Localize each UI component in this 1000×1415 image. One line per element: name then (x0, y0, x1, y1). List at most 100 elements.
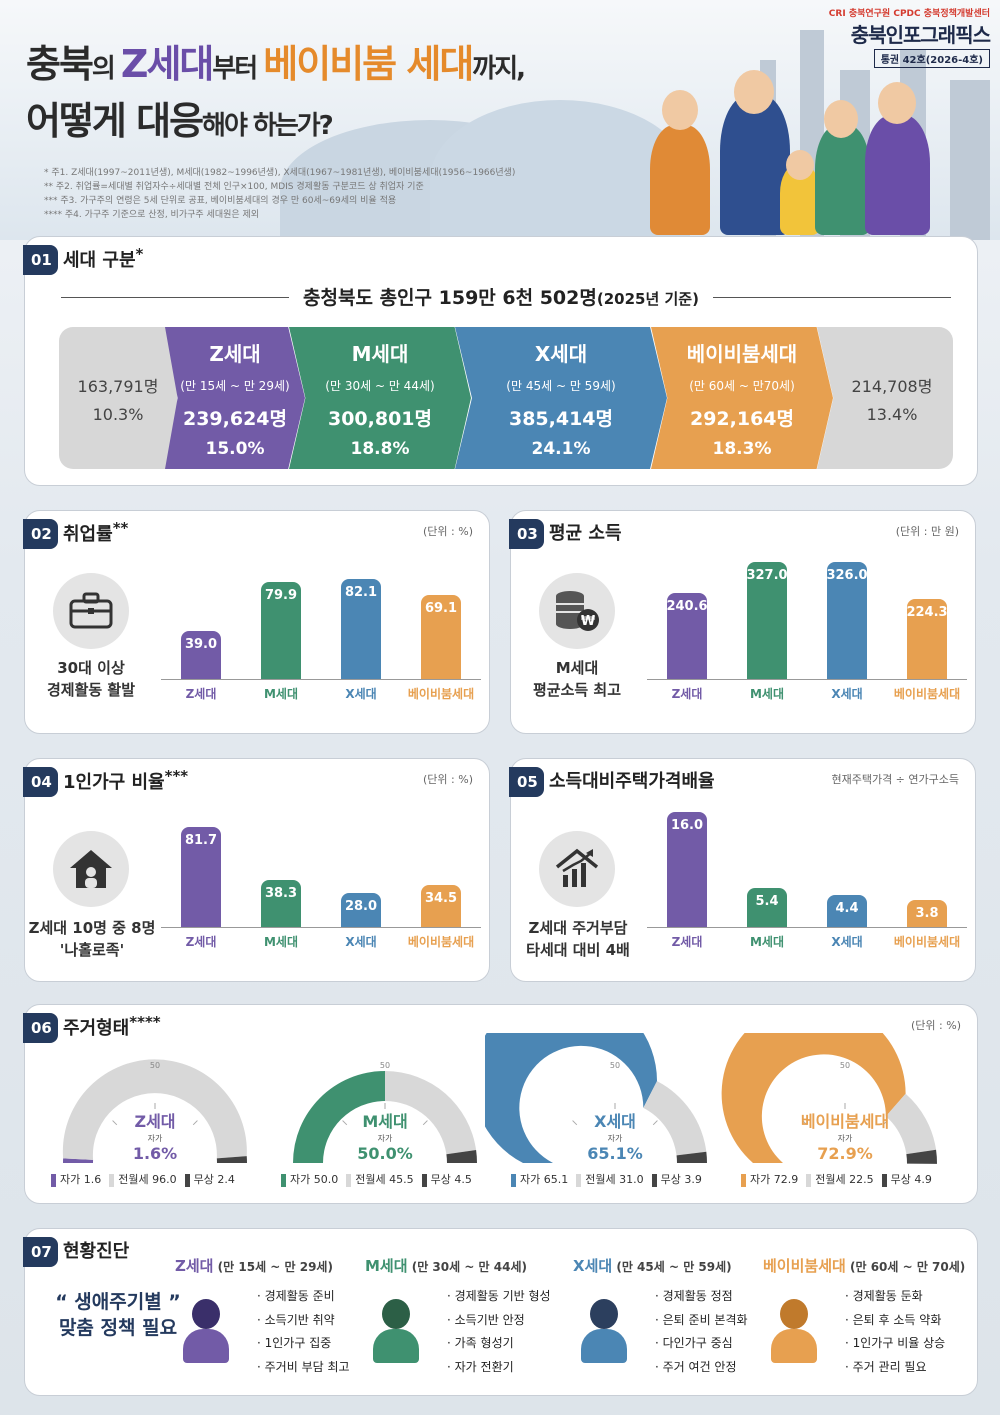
section-title: 현황진단 (63, 1241, 130, 1262)
section-title: 소득대비주택가격배율 (549, 771, 715, 792)
diagnosis-heading: X세대 (만 45세 ~ 만 59세) (573, 1257, 732, 1275)
gauge-own-value: 50.0% (357, 1144, 413, 1163)
income-bar-chart: 240.6 Z세대 327.0 M세대 326.0 X세대 224.3 베이비붐세대 (647, 557, 967, 701)
bar-x (341, 578, 381, 679)
bar-value-label: 5.4 (755, 894, 779, 910)
issue-number: 통권 42호(2026-4호) (873, 49, 990, 68)
bar-m (261, 880, 301, 927)
bar-value-label: 79.9 (264, 587, 298, 603)
legend-swatch (184, 1173, 190, 1187)
single-household-bar-chart: 81.7 Z세대 38.3 M세대 28.0 X세대 34.5 베이비붐세대 (161, 805, 481, 949)
band-m-generation: M세대 (만 30세 ~ 만 44세) 300,801명 18.8% (289, 327, 471, 469)
house-chart-icon (539, 831, 615, 907)
list-item: · 주거비 부담 최고 (257, 1359, 350, 1374)
x-axis-line (161, 927, 481, 928)
legend-swatch (741, 1173, 746, 1187)
legend-item: 자가 72.9 (741, 1171, 798, 1187)
bar-value-label: 16.0 (670, 818, 704, 834)
list-item: · 다인가구 중심 (655, 1336, 733, 1350)
gauge-segment-own (63, 1158, 94, 1163)
family-illustration (620, 70, 930, 235)
legend-item: 무상 3.9 (651, 1171, 702, 1187)
list-item: · 주거 관리 필요 (845, 1359, 927, 1374)
avatar (771, 1299, 817, 1363)
diagnosis-list: · 경제활동 기반 형성 · 소득기반 안정 · 가족 형성기 · 자가 전환기 (447, 1285, 551, 1379)
gauge-tick (342, 1120, 348, 1126)
total-population: 충청북도 총인구 159만 6천 502명(2025년 기준) (25, 283, 977, 310)
legend-label: 전월세 96.0 (118, 1173, 177, 1186)
unit-label: (단위 : %) (423, 525, 473, 538)
legend-swatch (109, 1173, 115, 1187)
bar-z (181, 631, 221, 679)
section-number: 07 (23, 1237, 58, 1267)
bar-z (667, 812, 707, 927)
x-tick-label: 베이비붐세대 (893, 687, 961, 701)
legend-label: 무상 3.9 (660, 1173, 702, 1186)
bar-value-label: 39.0 (184, 637, 218, 653)
diagnosis-heading: M세대 (만 30세 ~ 만 44세) (365, 1257, 528, 1275)
legend-label: 전월세 22.5 (815, 1173, 874, 1186)
bar-m (747, 561, 787, 679)
legend-swatch (346, 1173, 352, 1187)
x-tick-label: 베이비붐세대 (407, 935, 475, 949)
footnote: ** 주2. 취업률=세대별 취업자수÷세대별 전체 인구×100, MDIS … (44, 182, 424, 192)
diagnosis-list: · 경제활동 정점 · 은퇴 준비 본격화 · 다인가구 중심 · 주거 여건 안정 (655, 1285, 748, 1379)
section-number: 02 (23, 519, 58, 549)
list-item: · 은퇴 준비 본격화 (655, 1312, 748, 1327)
gauge-own-value: 1.6% (133, 1144, 177, 1163)
legend-label: 자가 1.6 (60, 1173, 102, 1186)
band-under-15: 163,791명 10.3% (59, 327, 177, 469)
x-tick-label: 베이비붐세대 (407, 687, 475, 701)
gauge-segment-free (446, 1150, 477, 1163)
legend-item: 전월세 31.0 (576, 1171, 644, 1187)
gauge-segment-rent (643, 1081, 707, 1156)
section-price-income-ratio: 05 소득대비주택가격배율 현재주택가격 ÷ 연가구소득 Z세대 주거부담 타세대… (509, 758, 976, 982)
gauge-tick (422, 1120, 428, 1126)
bar-value-label: 4.4 (835, 901, 859, 917)
footnote: **** 주4. 가구주 기준으로 산정, 비가구주 세대원은 제외 (44, 210, 260, 220)
band-z-generation: Z세대 (만 15세 ~ 만 29세) 239,624명 15.0% (165, 327, 305, 469)
legend-item: 무상 2.4 (184, 1171, 235, 1187)
section-employment-rate: 02 취업률** (단위 : %) 30대 이상 경제활동 활발 39.0 Z세대 7… (23, 510, 490, 734)
unit-label: (단위 : %) (911, 1019, 961, 1032)
list-item: · 주거 여건 안정 (655, 1359, 737, 1374)
gauge-own-label: 자가 (378, 1134, 393, 1143)
legend-item: 무상 4.9 (881, 1171, 932, 1187)
chart-caption: 30대 이상 경제활동 활발 (46, 659, 136, 699)
bar-z (181, 827, 221, 927)
section-generation-breakdown: 01 세대 구분* 충청북도 총인구 159만 6천 502명(2025년 기준… (23, 236, 978, 486)
legend-swatch (881, 1173, 887, 1187)
bar-z (667, 592, 707, 679)
unit-label: (단위 : 만 원) (895, 525, 959, 538)
section-single-household: 04 1인가구 비율*** (단위 : %) Z세대 10명 중 8명 '나홀로족… (23, 758, 490, 982)
unit-label: (단위 : %) (423, 773, 473, 786)
section-number: 03 (509, 519, 544, 549)
legend-swatch (421, 1173, 427, 1187)
legend-item: 자가 50.0 (281, 1171, 338, 1187)
bar-value-label: 240.6 (666, 598, 708, 614)
gauge-generation-name: M세대 (362, 1112, 407, 1131)
chart-caption: Z세대 10명 중 8명 '나홀로족' (28, 919, 156, 959)
footnotes: * 주1. Z세대(1997~2011년생), M세대(1982~1996년생)… (44, 166, 515, 222)
x-axis-line (647, 679, 967, 680)
bar-babyboom (907, 899, 947, 927)
legend-label: 무상 4.9 (890, 1173, 932, 1186)
gauge-tick-label: 50 (610, 1061, 620, 1070)
footnote: * 주1. Z세대(1997~2011년생), M세대(1982~1996년생)… (44, 168, 516, 178)
gauge-generation-name: X세대 (594, 1112, 636, 1131)
x-tick-label: Z세대 (671, 935, 703, 949)
bar-value-label: 224.3 (906, 604, 948, 620)
list-item: · 경제활동 기반 형성 (447, 1289, 551, 1303)
gauge-segment-free (676, 1151, 707, 1163)
band-babyboom-generation: 베이비붐세대 (만 60세 ~ 만70세) 292,164명 18.3% (651, 327, 833, 469)
x-tick-label: M세대 (263, 687, 299, 701)
x-tick-label: M세대 (263, 935, 299, 949)
legend-item: 전월세 45.5 (346, 1171, 414, 1187)
legend-swatch (281, 1173, 286, 1187)
gauge-segment-own (293, 1071, 385, 1163)
gauge-generation-name: Z세대 (134, 1112, 175, 1131)
bar-babyboom (421, 884, 461, 927)
bar-value-label: 82.1 (344, 584, 378, 600)
